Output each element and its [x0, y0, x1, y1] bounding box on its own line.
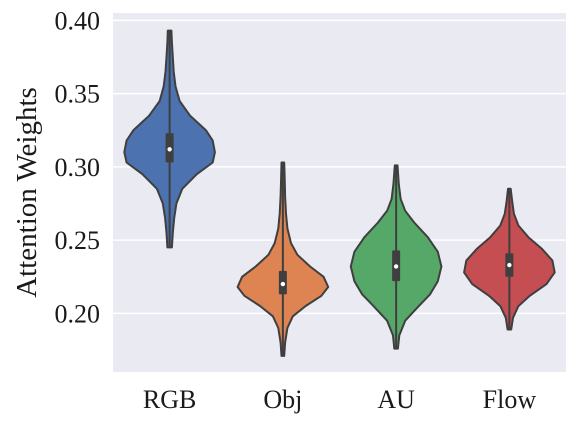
x-tick-label: Flow [483, 385, 537, 414]
violins [123, 29, 556, 357]
y-tick-label: 0.20 [55, 299, 101, 328]
x-tick-label: RGB [143, 385, 196, 414]
y-tick-label: 0.35 [55, 80, 101, 109]
y-tick-label: 0.30 [55, 153, 101, 182]
violin-flow [463, 187, 556, 331]
y-axis-title: Attention Weights [11, 87, 43, 298]
violin-median-dot [167, 147, 172, 152]
plot-background [113, 13, 566, 372]
x-tick-label: AU [377, 385, 415, 414]
violin-median-dot [393, 264, 399, 269]
violin-obj [236, 161, 330, 357]
y-tick-labels: 0.20 0.25 0.30 0.35 0.40 [55, 6, 101, 328]
y-tick-label: 0.40 [55, 6, 101, 35]
y-tick-label: 0.25 [55, 226, 101, 255]
x-tick-labels: RGB Obj AU Flow [143, 385, 536, 414]
violin-au [349, 164, 443, 350]
violin-median-dot [280, 281, 286, 287]
violin-rgb [123, 29, 216, 249]
x-tick-label: Obj [263, 385, 302, 414]
violin-median-dot [507, 262, 512, 268]
